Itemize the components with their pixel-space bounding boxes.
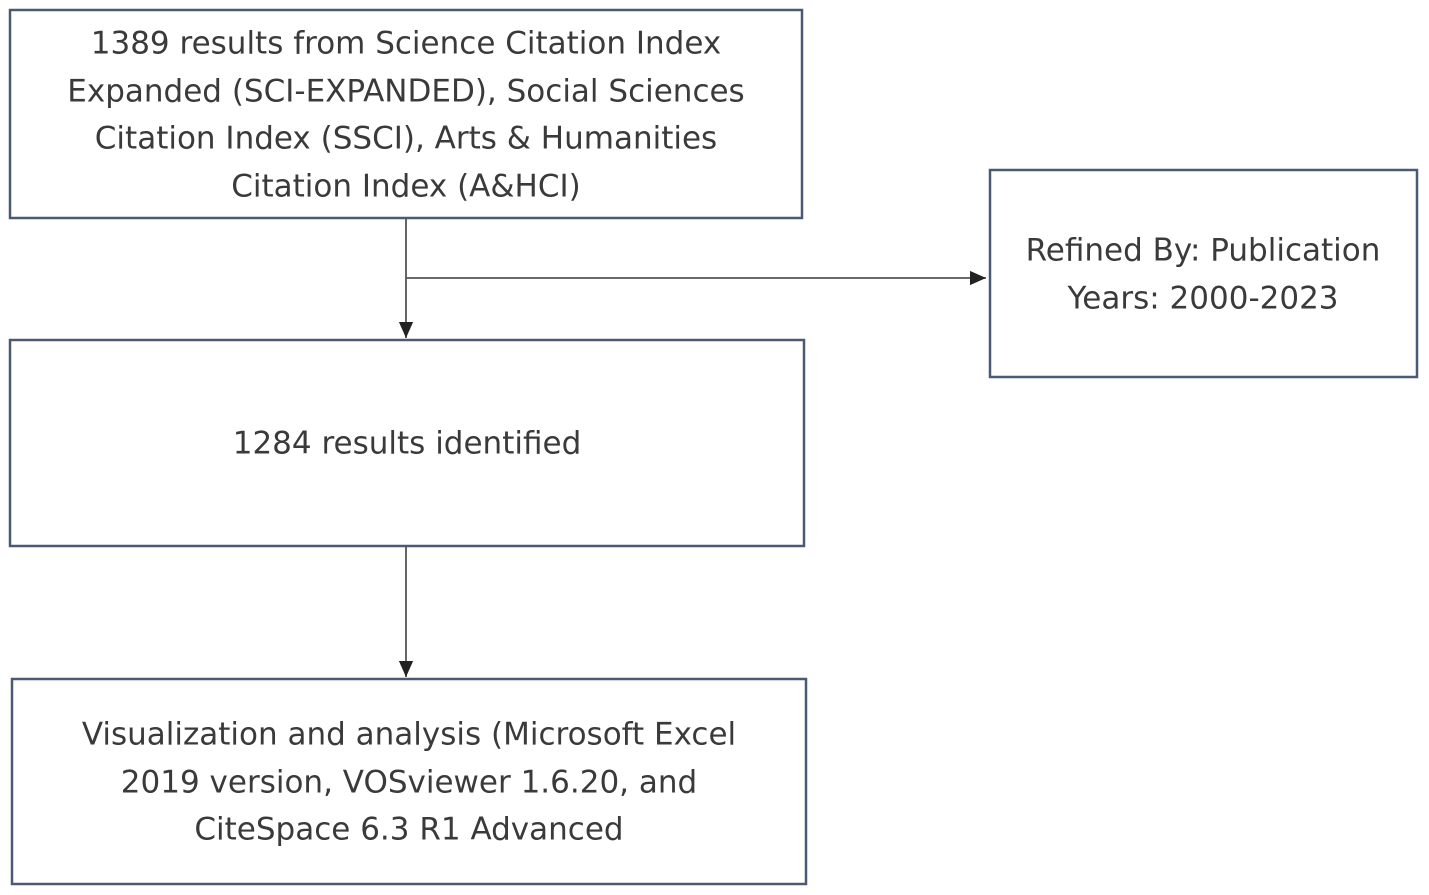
node-text: Expanded (SCI-EXPANDED), Social Sciences — [67, 74, 744, 110]
box — [8, 338, 806, 548]
node-text: Citation Index (A&HCI) — [231, 169, 581, 205]
node-text: Refined By: Publication — [1026, 233, 1381, 269]
node-text: Visualization and analysis (Microsoft Ex… — [82, 717, 736, 753]
node-text: 1389 results from Science Citation Index — [91, 26, 721, 62]
node-text: 2019 version, VOSviewer 1.6.20, and — [121, 765, 697, 801]
node-text: CiteSpace 6.3 R1 Advanced — [194, 812, 623, 848]
node-text: 1284 results identified — [233, 426, 582, 462]
node-text: Years: 2000-2023 — [1066, 281, 1338, 317]
node-text: Citation Index (SSCI), Arts & Humanities — [95, 121, 717, 157]
box — [988, 168, 1419, 379]
box — [8, 8, 804, 220]
box — [10, 677, 808, 886]
